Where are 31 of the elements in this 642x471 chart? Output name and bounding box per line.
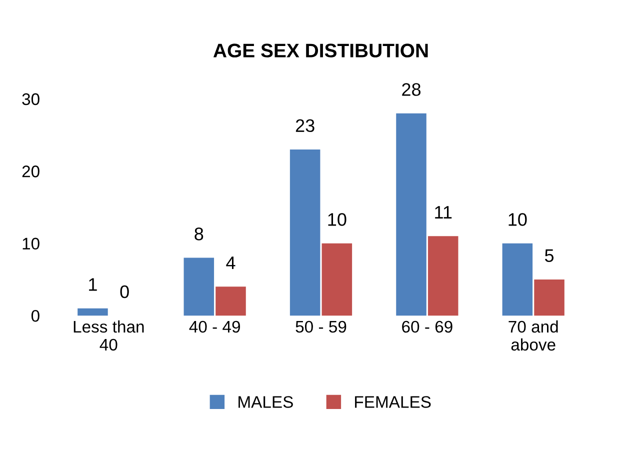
data-label: 4 [226,256,236,270]
y-tick-label: 30 [22,93,40,106]
x-tick-label: 50 - 59 [296,320,346,333]
bar [502,243,533,316]
legend-label: FEMALES [355,396,431,408]
data-label: 11 [435,206,452,218]
x-tick-label: 70 and above [508,320,558,351]
data-label: 8 [194,228,204,240]
chart-title: AGE SEX DISTIBUTION [213,44,428,58]
bar [216,286,246,316]
x-tick-label: Less than 40 [74,320,144,351]
legend-label: MALES [238,396,293,408]
data-label: 1 [89,278,97,291]
data-label: 23 [296,119,314,132]
bar [428,236,458,316]
data-label: 10 [508,213,527,226]
bar [290,149,320,316]
bar [396,113,426,316]
bar [78,308,108,316]
data-label: 0 [120,285,129,298]
data-label: 28 [402,83,421,96]
y-tick-label: 10 [22,238,40,250]
x-tick-label: 40 - 49 [189,320,240,333]
y-tick-label: 20 [22,166,40,178]
bar [322,243,352,316]
bar [184,258,214,316]
x-tick-label: 60 - 69 [402,320,452,333]
data-label: 10 [328,213,346,226]
data-label: 5 [544,249,554,262]
y-tick-label: 0 [31,310,40,322]
bar [534,279,564,316]
